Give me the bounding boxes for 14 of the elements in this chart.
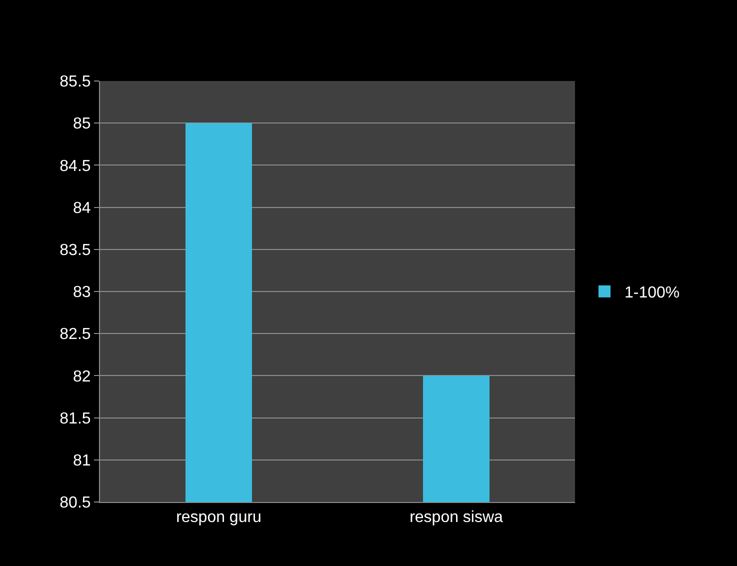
y-tick-label: 84.5	[60, 158, 91, 175]
x-tick-label: respon siswa	[410, 509, 504, 526]
y-tick-label: 82.5	[60, 326, 91, 344]
y-tick-label: 85.5	[60, 74, 91, 91]
y-tick-label: 81	[73, 452, 91, 470]
y-tick-label: 83.5	[60, 242, 91, 259]
y-tick-label: 83	[73, 284, 91, 302]
x-tick-label: respon guru	[176, 509, 262, 526]
y-tick-label: 85	[73, 116, 91, 133]
y-tick-label: 84	[73, 200, 91, 217]
y-tick-label: 80.5	[60, 494, 91, 512]
y-tick-label: 82	[73, 368, 91, 386]
y-tick-label: 81.5	[60, 410, 91, 428]
legend-label: 1-100%	[624, 284, 680, 302]
